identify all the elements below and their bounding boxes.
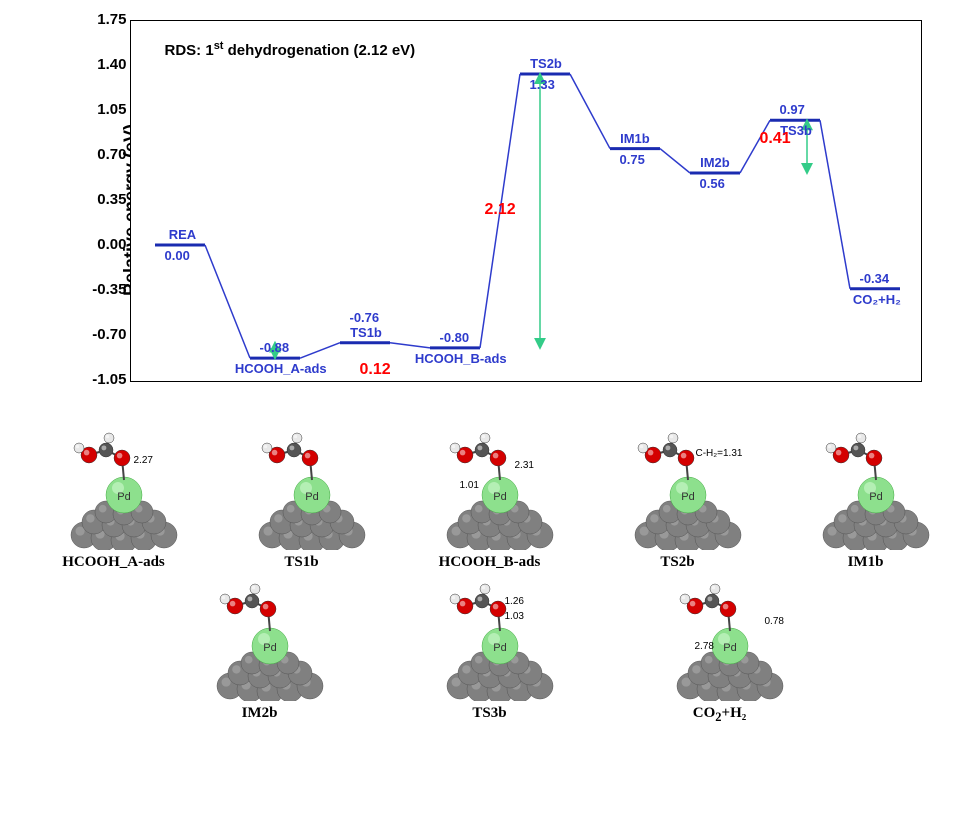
y-tick-label: 0.00 [82, 236, 127, 253]
state-energy-label: -0.80 [440, 330, 470, 345]
state-energy-label: -0.34 [860, 271, 890, 286]
structure-cell: Pd 2.31 1.01 HCOOH_B-ads [405, 430, 575, 571]
molecule-svg: Pd [786, 430, 946, 550]
structure-cell: Pd 2.78 0.78 CO2+H₂ [635, 581, 805, 725]
svg-text:Pd: Pd [493, 642, 506, 654]
svg-text:Pd: Pd [117, 491, 130, 503]
energy-connector [570, 74, 610, 149]
state-energy-label: 0.56 [700, 176, 725, 191]
molecule-svg: Pd [222, 430, 382, 550]
bond-length-label: 0.78 [765, 616, 784, 627]
energy-connector [205, 245, 250, 358]
barrier-value-label: 0.41 [760, 130, 791, 148]
structure-image: Pd [180, 581, 340, 701]
state-energy-label: 1.33 [530, 77, 555, 92]
svg-text:Pd: Pd [723, 642, 736, 654]
y-tick-label: 1.40 [82, 56, 127, 73]
state-name-label: HCOOH_A-ads [235, 361, 327, 376]
structure-label: IM2b [242, 705, 278, 722]
state-name-label: CO₂+H₂ [853, 292, 901, 307]
svg-text:Pd: Pd [681, 491, 694, 503]
state-energy-label: -0.76 [350, 310, 380, 325]
svg-text:Pd: Pd [263, 642, 276, 654]
state-name-label: IM1b [620, 131, 650, 146]
molecule-svg: Pd [410, 430, 570, 550]
structure-label: TS3b [472, 705, 506, 722]
energy-connector [660, 149, 690, 173]
state-name-label: TS1b [350, 325, 382, 340]
energy-profile-chart: Relative energy (eV) 1.751.401.050.700.3… [40, 10, 940, 410]
y-tick-label: -0.70 [82, 326, 127, 343]
structure-image: Pd 2.31 1.01 [410, 430, 570, 550]
y-tick-label: 1.05 [82, 101, 127, 118]
bond-length-label: 2.27 [134, 455, 153, 466]
structure-cell: Pd IM1b [781, 430, 951, 571]
molecular-structures: Pd 2.27 HCOOH_A-ads Pd TS1b Pd 2.31 1.01 HCOOH_B… [20, 430, 959, 725]
structure-image: Pd [222, 430, 382, 550]
state-name-label: IM2b [700, 155, 730, 170]
molecule-svg: Pd [640, 581, 800, 701]
svg-text:Pd: Pd [493, 491, 506, 503]
bond-length-label: 1.26 [505, 596, 524, 607]
structure-row-2: Pd IM2b Pd 1.26 1.03 TS3b Pd 2.78 0.78 CO2+H₂ [20, 581, 959, 725]
structure-image: Pd 2.78 0.78 [640, 581, 800, 701]
structure-cell: Pd 1.26 1.03 TS3b [405, 581, 575, 725]
structure-cell: Pd IM2b [175, 581, 345, 725]
svg-text:Pd: Pd [869, 491, 882, 503]
structure-image: Pd [786, 430, 946, 550]
barrier-value-label: 0.12 [360, 361, 391, 379]
y-tick-label: 0.70 [82, 146, 127, 163]
bond-length-label: C-H₂=1.31 [696, 448, 743, 459]
molecule-svg: Pd [180, 581, 340, 701]
bond-length-label: 1.03 [505, 611, 524, 622]
structure-row-1: Pd 2.27 HCOOH_A-ads Pd TS1b Pd 2.31 1.01 HCOOH_B… [20, 430, 959, 571]
state-energy-label: -0.88 [260, 340, 290, 355]
state-name-label: HCOOH_B-ads [415, 351, 507, 366]
state-name-label: REA [169, 227, 196, 242]
y-tick-label: -1.05 [82, 371, 127, 388]
chart-plot-area [130, 20, 920, 380]
y-tick-label: 1.75 [82, 11, 127, 28]
bond-length-label: 2.31 [515, 460, 534, 471]
y-tick-label: -0.35 [82, 281, 127, 298]
structure-image: Pd C-H₂=1.31 [598, 430, 758, 550]
structure-label: IM1b [848, 554, 884, 571]
state-name-label: TS2b [530, 56, 562, 71]
bond-length-label: 1.01 [460, 480, 479, 491]
molecule-svg: Pd [34, 430, 194, 550]
state-energy-label: 0.75 [620, 152, 645, 167]
svg-text:Pd: Pd [305, 491, 318, 503]
structure-label: HCOOH_A-ads [62, 554, 165, 571]
molecule-svg: Pd [410, 581, 570, 701]
structure-image: Pd 2.27 [34, 430, 194, 550]
energy-connector [820, 120, 850, 288]
structure-label: TS2b [660, 554, 694, 571]
energy-connector [390, 343, 430, 348]
structure-label: HCOOH_B-ads [439, 554, 541, 571]
structure-label: CO2+H₂ [693, 705, 746, 725]
y-tick-label: 0.35 [82, 191, 127, 208]
bond-length-label: 2.78 [695, 641, 714, 652]
state-energy-label: 0.97 [780, 102, 805, 117]
structure-cell: Pd TS1b [217, 430, 387, 571]
structure-image: Pd 1.26 1.03 [410, 581, 570, 701]
energy-connector [300, 343, 340, 358]
structure-cell: Pd 2.27 HCOOH_A-ads [29, 430, 199, 571]
structure-label: TS1b [284, 554, 318, 571]
barrier-value-label: 2.12 [485, 201, 516, 219]
structure-cell: Pd C-H₂=1.31 TS2b [593, 430, 763, 571]
state-energy-label: 0.00 [165, 248, 190, 263]
